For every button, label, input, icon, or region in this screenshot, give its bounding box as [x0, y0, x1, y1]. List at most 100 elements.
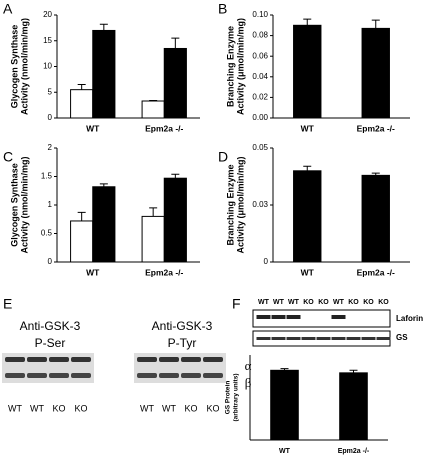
lane-label: WT — [8, 403, 22, 413]
y-axis-label: Branching Enzyme — [225, 164, 235, 245]
panel-letter: A — [3, 1, 13, 17]
band — [27, 373, 47, 378]
band — [301, 337, 316, 340]
y-tick-label: 0.5 — [41, 229, 53, 238]
x-tick-label: WT — [301, 123, 315, 133]
y-axis-label: Activity (μmol/min/mg) — [235, 156, 245, 253]
lane-label: WT — [273, 299, 285, 306]
band — [256, 315, 271, 319]
band — [361, 337, 376, 340]
lane-label: WT — [258, 299, 270, 306]
band — [181, 373, 201, 378]
error-bar — [280, 368, 289, 371]
y-tick-label: 0.08 — [252, 31, 268, 40]
row-label: GS — [396, 333, 408, 342]
band — [49, 357, 69, 362]
y-tick-label: 2 — [48, 143, 53, 152]
y-tick-label: 0.06 — [252, 51, 268, 60]
blot-frame — [252, 309, 391, 328]
bar — [339, 372, 368, 441]
panel-letter: D — [218, 149, 228, 165]
bar — [141, 215, 165, 263]
band-label: α — [245, 358, 252, 373]
y-tick-label: 10 — [43, 62, 52, 71]
band — [5, 357, 25, 362]
lane-label: KO — [206, 403, 219, 413]
y-axis-label: Activity (μmol/min/mg) — [235, 18, 245, 115]
band — [159, 357, 179, 362]
bar — [293, 24, 322, 119]
band — [181, 357, 201, 362]
lane-label: WT — [288, 299, 300, 306]
x-tick-label: WT — [86, 267, 100, 277]
error-bar — [371, 19, 380, 29]
y-axis-label: (arbitrary units) — [233, 373, 240, 421]
lane-label: WT — [162, 403, 176, 413]
x-tick-label: Epm2a -/- — [357, 267, 395, 277]
band — [49, 373, 69, 378]
band — [346, 337, 361, 340]
y-axis-label: Activity (nmol/min/mg) — [19, 156, 29, 253]
error-bar — [149, 99, 158, 102]
band — [27, 357, 47, 362]
x-tick-label: Epm2a -/- — [145, 267, 183, 277]
y-tick-label: 0.04 — [252, 72, 268, 81]
band — [5, 373, 25, 378]
lane-label: KO — [74, 403, 87, 413]
band-label: β — [245, 375, 252, 390]
error-bar — [149, 207, 158, 217]
error-bar — [171, 37, 180, 49]
bar — [163, 177, 187, 263]
y-tick-label: 0.10 — [252, 10, 268, 19]
blot-title: P-Ser — [35, 336, 66, 350]
bar — [92, 186, 116, 263]
bar — [293, 170, 322, 263]
band — [203, 373, 223, 378]
bar — [141, 100, 165, 119]
error-bar — [77, 211, 86, 221]
error-bar — [303, 165, 312, 171]
lane-label: KO — [378, 299, 389, 306]
band — [71, 373, 91, 378]
x-tick-label: WT — [279, 448, 291, 455]
error-bar — [303, 18, 312, 26]
panel-letter: F — [232, 296, 241, 312]
lane-label: KO — [363, 299, 374, 306]
band — [271, 315, 286, 319]
lane-label: KO — [184, 403, 197, 413]
band — [159, 373, 179, 378]
y-axis-label: Glycogen Synthase — [9, 25, 19, 109]
bar — [92, 29, 116, 119]
band — [286, 337, 301, 340]
y-tick-label: 15 — [43, 36, 52, 45]
error-bar — [371, 172, 380, 176]
y-tick-label: 5 — [48, 87, 53, 96]
bar — [163, 47, 187, 119]
bar — [361, 174, 390, 263]
y-tick-label: 0 — [264, 257, 269, 266]
bar — [70, 89, 94, 119]
y-axis-label: Activity (nmol/min/mg) — [19, 18, 29, 115]
y-tick-label: 1.5 — [41, 172, 53, 181]
y-axis-label: GS Protein — [225, 381, 232, 415]
error-bar — [99, 23, 108, 31]
y-tick-label: 0 — [48, 257, 53, 266]
bar — [270, 369, 299, 441]
x-tick-label: Epm2a -/- — [357, 123, 395, 133]
x-tick-label: Epm2a -/- — [145, 123, 183, 133]
y-axis-label: Glycogen Synthase — [9, 163, 19, 247]
lane-label: WT — [333, 299, 345, 306]
band — [331, 337, 346, 340]
lane-label: KO — [52, 403, 65, 413]
panel-letter: E — [3, 296, 12, 312]
y-tick-label: 0.02 — [252, 93, 268, 102]
band — [271, 337, 286, 340]
y-tick-label: 20 — [43, 10, 52, 19]
x-tick-label: Epm2a -/- — [338, 448, 370, 455]
band — [376, 337, 391, 340]
blot-title: Anti-GSK-3 — [20, 319, 81, 333]
x-tick-label: WT — [301, 267, 315, 277]
blot-title: P-Tyr — [168, 336, 197, 350]
y-axis-label: Branching Enzyme — [225, 26, 235, 107]
